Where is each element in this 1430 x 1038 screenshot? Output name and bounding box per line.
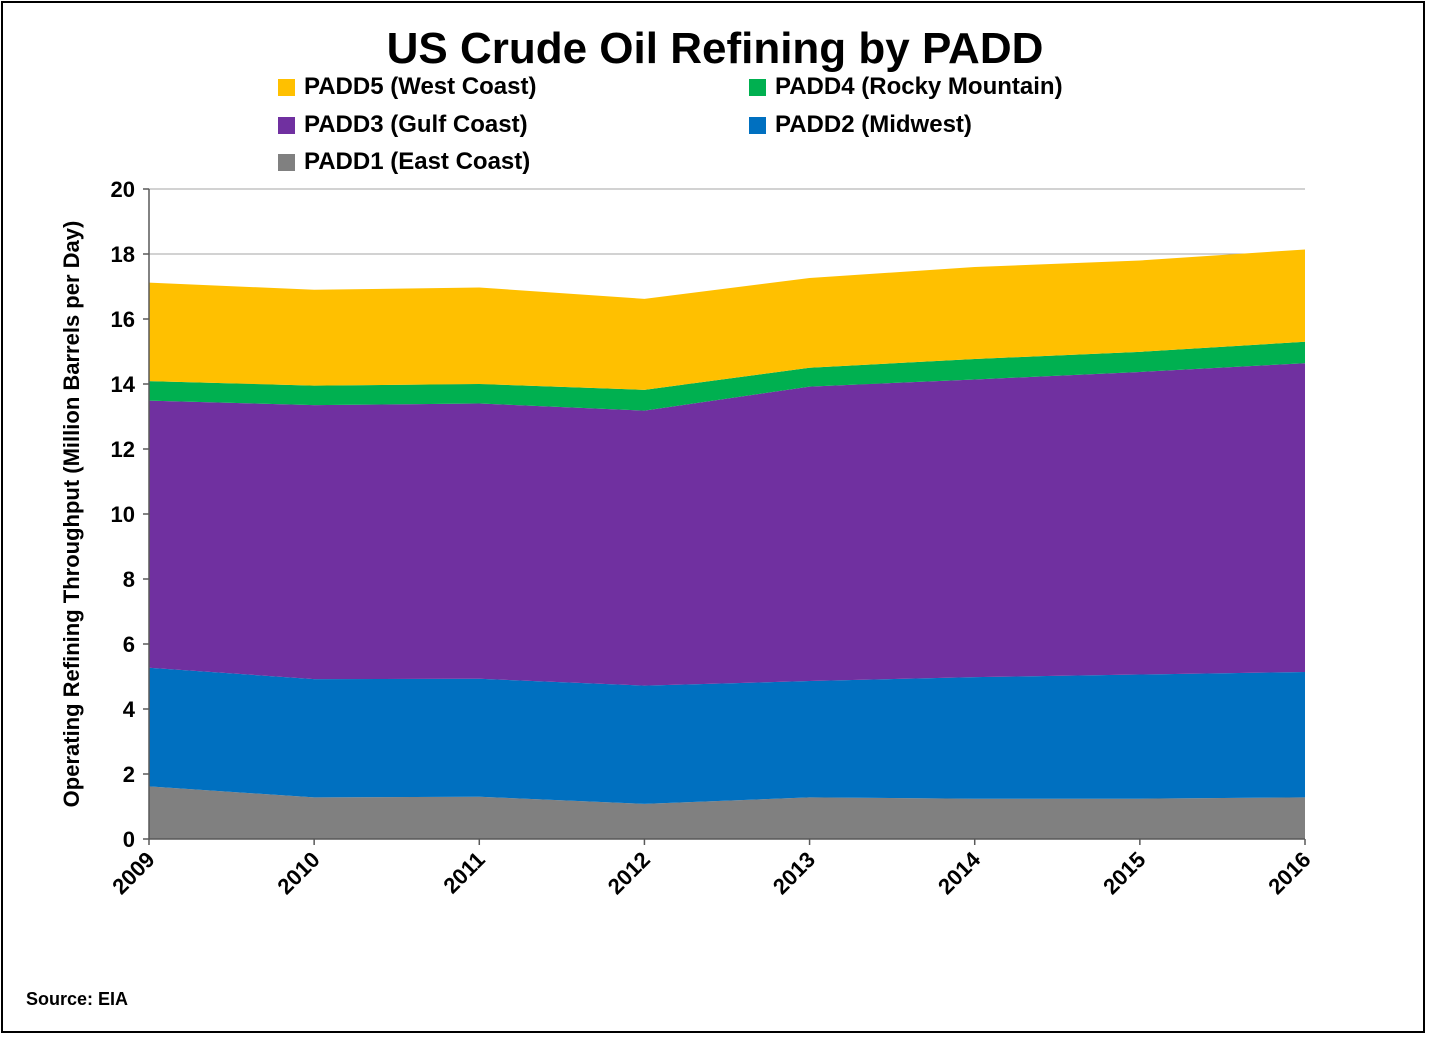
- y-tick-label: 10: [111, 502, 135, 527]
- legend-swatch-padd1: [278, 153, 295, 171]
- y-axis-title: Operating Refining Throughput (Million B…: [59, 221, 84, 808]
- legend-item-padd2: PADD2 (Midwest): [749, 110, 972, 140]
- legend-label-padd3: PADD3 (Gulf Coast): [304, 111, 528, 138]
- area-series-4: [149, 341, 1305, 411]
- area-series-5: [149, 249, 1305, 390]
- y-tick-label: 8: [123, 567, 135, 592]
- x-tick-label: 2010: [272, 847, 324, 899]
- x-tick-label: 2015: [1098, 847, 1150, 899]
- y-tick-label: 18: [111, 242, 135, 267]
- legend-swatch-padd2: [749, 116, 766, 134]
- source-note: Source: EIA: [26, 989, 129, 1009]
- x-tick-label: 2011: [438, 847, 489, 898]
- area-series-1: [149, 786, 1305, 839]
- area-series-3: [149, 363, 1305, 686]
- legend-item-padd1: PADD1 (East Coast): [278, 147, 530, 177]
- x-tick-label: 2009: [107, 847, 159, 899]
- area-series: [149, 249, 1305, 839]
- legend-swatch-padd4: [749, 78, 766, 96]
- legend-item-padd5: PADD5 (West Coast): [278, 72, 536, 102]
- legend-item-padd4: PADD4 (Rocky Mountain): [749, 72, 1063, 102]
- legend-swatch-padd5: [278, 78, 295, 96]
- legend-item-padd3: PADD3 (Gulf Coast): [278, 110, 528, 140]
- y-tick-label: 4: [123, 697, 136, 722]
- legend-label-padd2: PADD2 (Midwest): [775, 111, 972, 138]
- y-tick-label: 12: [111, 437, 135, 462]
- x-tick-label: 2016: [1263, 847, 1315, 899]
- y-tick-label: 16: [111, 307, 135, 332]
- y-tick-label: 20: [111, 177, 135, 202]
- legend-label-padd5: PADD5 (West Coast): [304, 73, 537, 100]
- x-tick-label: 2013: [768, 847, 820, 899]
- legend-swatch-padd3: [278, 116, 295, 134]
- x-tick-label: 2014: [933, 846, 986, 899]
- y-tick-label: 0: [123, 827, 135, 852]
- legend-label-padd4: PADD4 (Rocky Mountain): [775, 73, 1063, 100]
- chart-title: US Crude Oil Refining by PADD: [386, 24, 1044, 73]
- y-tick-label: 2: [123, 762, 135, 787]
- legend-label-padd1: PADD1 (East Coast): [304, 148, 531, 175]
- area-series-2: [149, 667, 1305, 804]
- y-tick-label: 14: [111, 372, 136, 397]
- y-tick-label: 6: [123, 632, 135, 657]
- x-tick-label: 2012: [603, 847, 655, 899]
